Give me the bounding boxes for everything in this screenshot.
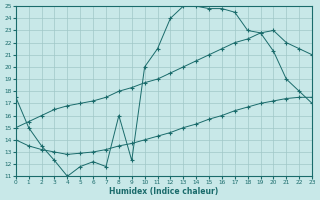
X-axis label: Humidex (Indice chaleur): Humidex (Indice chaleur): [109, 187, 219, 196]
